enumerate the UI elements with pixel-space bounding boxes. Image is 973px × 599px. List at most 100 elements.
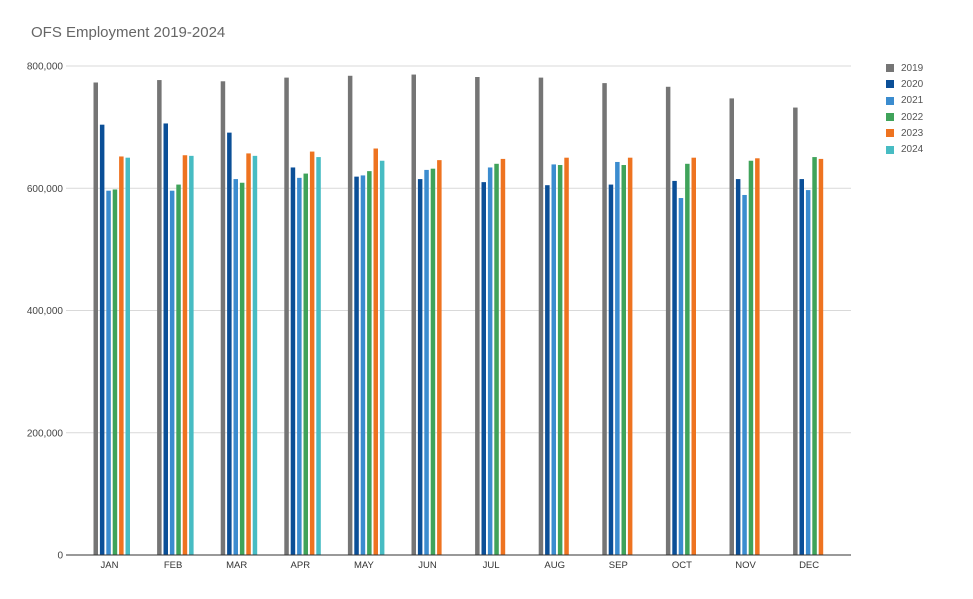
bar-2023-nov <box>755 158 760 555</box>
x-tick-label: NOV <box>735 560 756 571</box>
bar-2021-mar <box>233 179 238 556</box>
bar-2023-jun <box>437 160 442 555</box>
legend-swatch <box>886 145 894 154</box>
legend-label: 2020 <box>901 78 924 90</box>
bar-2023-apr <box>309 151 315 555</box>
bar-2022-dec <box>812 157 817 556</box>
x-tick-label: APR <box>291 560 311 571</box>
bar-2019-jun <box>411 74 416 556</box>
legend-swatch <box>886 80 894 89</box>
x-tick-label: JUL <box>483 560 500 571</box>
bar-2024-feb <box>189 155 194 555</box>
x-tick-label: OCT <box>672 560 692 571</box>
bar-2023-dec <box>818 158 824 555</box>
x-tick-label: MAY <box>354 560 375 571</box>
bar-2022-feb <box>176 184 181 555</box>
legend-swatch <box>886 96 894 105</box>
x-tick-label: AUG <box>544 560 565 571</box>
y-tick-label: 0 <box>57 551 63 562</box>
bar-2020-oct <box>672 180 677 556</box>
x-tick-label: DEC <box>799 560 819 571</box>
y-tick-label: 400,000 <box>27 306 64 317</box>
y-axis-ticks: 0 200,000 400,000 600,000 800,000 <box>27 62 64 562</box>
bar-2023-may <box>373 148 378 556</box>
bar-2019-oct <box>665 86 671 555</box>
bar-2020-sep <box>608 184 614 555</box>
bar-2021-oct <box>678 198 684 555</box>
bar-2024-apr <box>316 157 321 556</box>
bar-2019-jul <box>475 77 480 555</box>
bar-2024-mar <box>252 155 258 555</box>
legend-item: 2023 <box>886 125 923 141</box>
bar-2019-may <box>347 75 353 555</box>
bar-2022-nov <box>748 160 754 555</box>
bar-2020-dec <box>799 179 804 556</box>
legend-swatch <box>886 64 894 73</box>
bar-2022-jul <box>494 163 499 556</box>
bar-2023-mar <box>246 153 251 555</box>
bar-2020-may <box>354 176 359 556</box>
bar-2022-apr <box>303 173 308 555</box>
x-tick-label: SEP <box>609 560 628 571</box>
y-tick-label: 200,000 <box>27 428 64 439</box>
bar-2021-jul <box>487 167 493 555</box>
bar-2023-aug <box>564 157 569 555</box>
bars <box>93 74 824 556</box>
bar-2024-jan <box>125 157 130 555</box>
bar-2022-oct <box>685 163 690 556</box>
legend-item: 2024 <box>886 141 923 157</box>
bar-2021-may <box>360 175 366 555</box>
bar-2020-apr <box>290 167 296 555</box>
gridlines <box>66 65 851 434</box>
bar-2023-feb <box>182 155 188 555</box>
bar-2021-jan <box>106 190 111 555</box>
bar-2021-jun <box>424 169 429 555</box>
bar-2021-aug <box>551 164 556 555</box>
legend-label: 2021 <box>901 95 924 107</box>
legend-label: 2023 <box>901 127 924 139</box>
y-tick-label: 600,000 <box>27 184 64 195</box>
bar-2019-mar <box>220 81 226 555</box>
bar-2021-nov <box>742 194 747 555</box>
bar-2020-mar <box>227 132 232 555</box>
legend-item: 2021 <box>886 93 923 109</box>
bar-2020-jul <box>481 182 486 555</box>
bar-2022-mar <box>239 182 245 555</box>
bar-2020-jun <box>417 179 423 556</box>
x-tick-label: FEB <box>164 560 182 571</box>
bar-2020-feb <box>163 123 168 556</box>
bar-2021-dec <box>805 190 811 556</box>
bar-2022-jan <box>112 189 118 555</box>
bar-2019-apr <box>284 77 289 556</box>
x-axis-ticks: JAN FEB MAR APR MAY JUN JUL AUG SEP OCT NOV DEC <box>101 560 820 571</box>
bar-2021-sep <box>615 161 620 555</box>
x-tick-label: MAR <box>226 560 247 571</box>
bar-2019-jan <box>93 82 98 555</box>
bar-2019-dec <box>793 107 798 555</box>
bar-2023-sep <box>627 157 633 555</box>
bar-2020-jan <box>99 124 105 556</box>
legend: 2019 2020 2021 2022 2023 2024 <box>886 60 923 158</box>
y-tick-label: 800,000 <box>27 62 64 73</box>
bar-2022-may <box>367 171 372 555</box>
legend-swatch <box>886 113 894 122</box>
bar-2022-sep <box>621 165 626 555</box>
x-tick-label: JUN <box>418 560 437 571</box>
bar-2023-jul <box>500 158 506 555</box>
bar-2019-feb <box>157 80 162 555</box>
bar-2024-may <box>379 160 385 555</box>
legend-swatch <box>886 129 894 138</box>
bar-2020-aug <box>545 185 550 555</box>
bar-2023-jan <box>119 156 124 555</box>
x-tick-label: JAN <box>101 560 119 571</box>
bar-2020-nov <box>735 179 741 556</box>
legend-item: 2020 <box>886 76 923 92</box>
bar-2023-oct <box>691 157 696 555</box>
legend-item: 2022 <box>886 109 923 125</box>
bar-2021-apr <box>297 177 302 555</box>
bar-2019-nov <box>729 98 734 556</box>
bar-2022-jun <box>430 168 436 555</box>
bar-2019-sep <box>602 83 607 556</box>
bar-2021-feb <box>169 190 175 555</box>
